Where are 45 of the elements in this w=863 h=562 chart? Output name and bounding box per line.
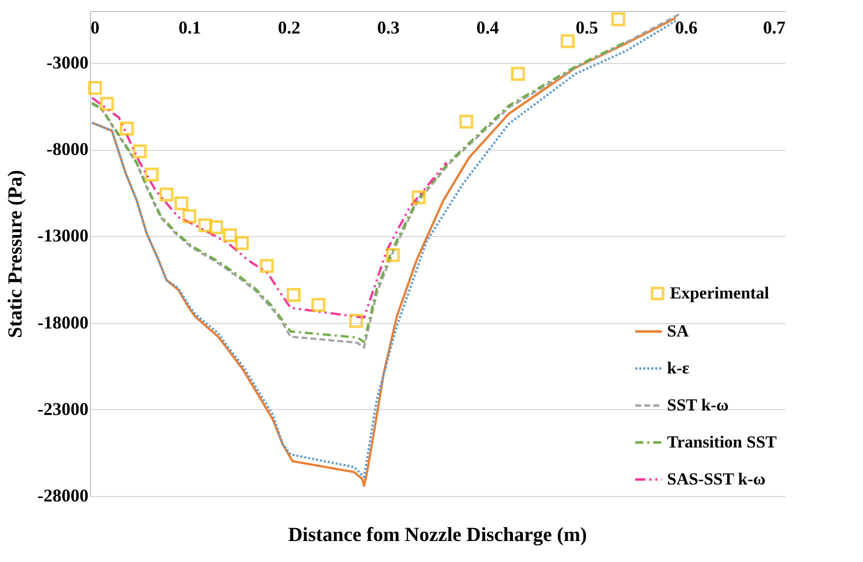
x-tick-label: 0.1 bbox=[178, 18, 202, 38]
x-axis-title: Distance fom Nozzle Discharge (m) bbox=[288, 524, 587, 546]
point bbox=[459, 114, 474, 129]
point bbox=[260, 259, 274, 273]
point bbox=[412, 190, 426, 204]
point bbox=[209, 220, 224, 234]
legend-label: k-ε bbox=[667, 358, 690, 378]
point bbox=[560, 34, 575, 48]
point bbox=[510, 66, 525, 81]
point bbox=[198, 218, 212, 232]
y-tick-label: -18000 bbox=[38, 312, 88, 332]
y-axis-title: Static Pressure (Pa) bbox=[4, 170, 27, 338]
x-tick-label: 0.7 bbox=[763, 18, 786, 38]
point bbox=[88, 80, 102, 95]
point bbox=[174, 196, 188, 210]
y-tick-label: -23000 bbox=[38, 398, 88, 419]
legend-label: Experimental bbox=[670, 284, 770, 302]
x-tick-label: 0.2 bbox=[278, 18, 300, 38]
point bbox=[611, 12, 626, 26]
point bbox=[386, 248, 400, 262]
legend-label: SAS-SST k-ω bbox=[667, 470, 766, 488]
point bbox=[182, 209, 196, 224]
y-tick-label: -3000 bbox=[46, 52, 88, 72]
x-tick-label: 0.6 bbox=[674, 18, 698, 38]
point bbox=[120, 122, 134, 136]
point bbox=[234, 236, 249, 250]
legend-label: SA bbox=[667, 322, 690, 340]
legend-label: SST k-ω bbox=[667, 396, 729, 414]
point bbox=[223, 228, 237, 242]
x-tick-label: 0.5 bbox=[576, 18, 598, 38]
line-series bbox=[90, 41, 626, 343]
point bbox=[100, 96, 114, 111]
point bbox=[286, 288, 300, 302]
point bbox=[132, 144, 147, 158]
point bbox=[311, 298, 326, 312]
y-tick-label: -13000 bbox=[38, 226, 88, 246]
point bbox=[144, 168, 159, 182]
point bbox=[160, 187, 174, 202]
point bbox=[349, 314, 364, 328]
y-tick-label: -8000 bbox=[46, 139, 88, 160]
x-tick-label: 0.3 bbox=[377, 18, 400, 38]
x-tick-label: 0.4 bbox=[476, 18, 499, 38]
y-tick-label: -28000 bbox=[38, 486, 88, 506]
x-tick-label: 0 bbox=[90, 18, 100, 38]
legend-label: Transition SST bbox=[667, 432, 778, 452]
